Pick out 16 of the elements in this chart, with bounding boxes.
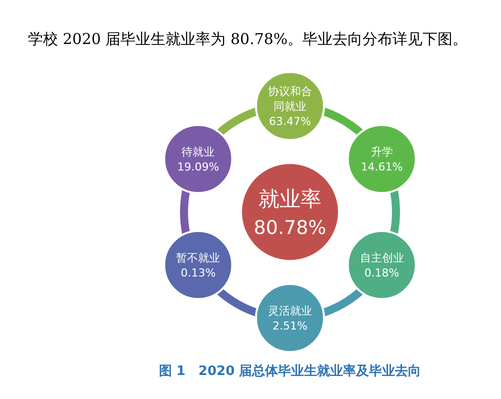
category-label: 灵活就业 bbox=[268, 304, 312, 318]
category-label: 待就业 bbox=[182, 146, 215, 158]
category-label: 暂不就业 bbox=[176, 252, 220, 264]
text: 就业率 bbox=[258, 187, 322, 211]
data-label: 63.47% bbox=[269, 115, 311, 128]
text: 80.78% bbox=[254, 217, 326, 239]
category-label: 自主创业 bbox=[360, 252, 404, 264]
category-label: 协议和合同就业 bbox=[268, 85, 312, 113]
caption: 图 1 2020 届总体毕业生就业率及毕业去向 bbox=[158, 363, 422, 379]
category-label: 升学 bbox=[370, 146, 393, 158]
data-label: 2.51% bbox=[272, 320, 308, 332]
text: 学校 2020 届毕业生就业率为 80.78%。毕业去向分布详见下图。 bbox=[28, 30, 468, 49]
data-label: 0.18% bbox=[364, 266, 400, 280]
data-label: 14.61% bbox=[360, 160, 403, 174]
data-label: 19.09% bbox=[177, 160, 220, 174]
data-label: 0.13% bbox=[180, 266, 216, 280]
